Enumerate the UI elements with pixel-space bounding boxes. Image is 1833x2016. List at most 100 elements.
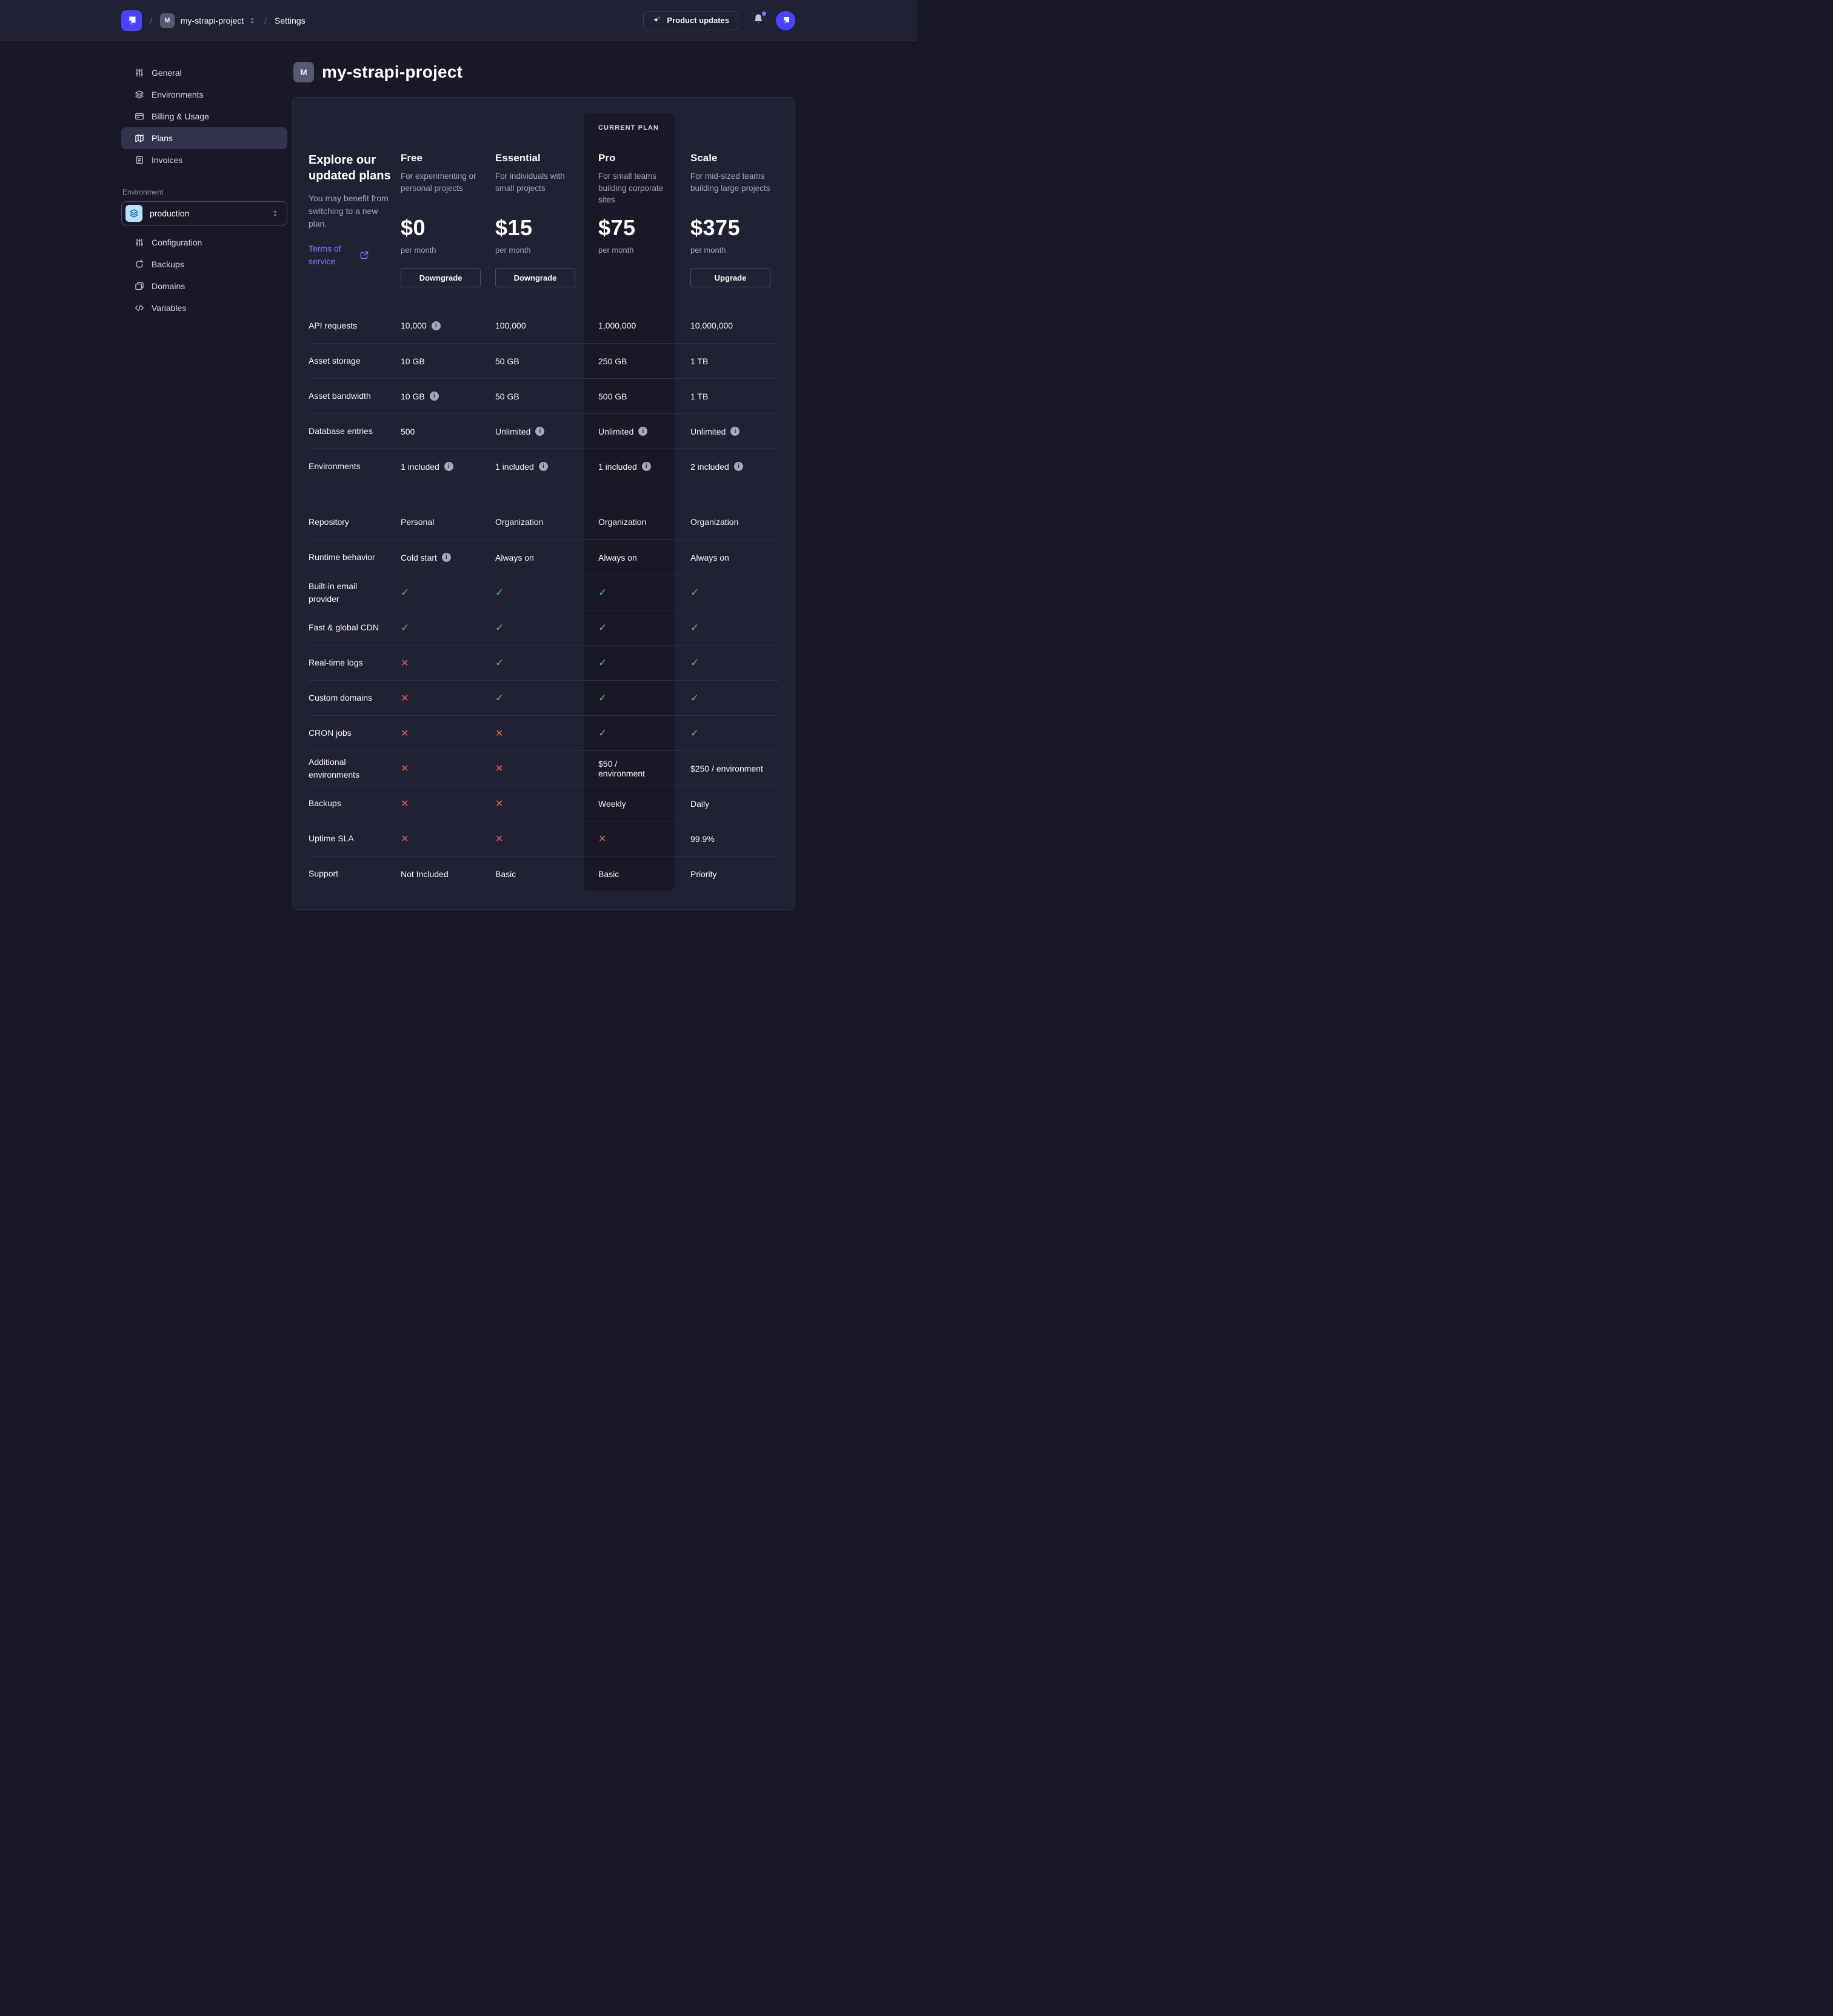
feature-value-database-entries-free: 500 bbox=[399, 413, 490, 449]
feature-value-text: 50 GB bbox=[495, 391, 519, 401]
feature-value-fast-global-cdn-free: ✓ bbox=[399, 610, 490, 645]
product-updates-button[interactable]: Product updates bbox=[643, 10, 738, 30]
terms-of-service-link[interactable]: Terms of service bbox=[309, 242, 391, 268]
feature-value-additional-environments-free: ✕ bbox=[399, 750, 490, 786]
feature-value-text: 1 included bbox=[401, 461, 439, 472]
feature-value-repository-pro: Organization bbox=[584, 504, 675, 539]
info-icon[interactable]: i bbox=[638, 427, 648, 436]
feature-label-real-time-logs: Real-time logs bbox=[309, 645, 399, 680]
plan-column-pro: CURRENT PLAN Pro For small teams building … bbox=[584, 113, 675, 308]
feature-value-backups-pro: Weekly bbox=[584, 786, 675, 821]
sidebar-item-plans[interactable]: Plans bbox=[121, 127, 287, 149]
feature-value-api-requests-pro: 1,000,000 bbox=[584, 308, 675, 343]
upgrade-scale-button[interactable]: Upgrade bbox=[690, 268, 770, 287]
plan-column-scale: Scale For mid-sized teams building large … bbox=[675, 113, 779, 308]
cross-icon: ✕ bbox=[495, 763, 504, 774]
feature-value-built-in-email-provider-free: ✓ bbox=[399, 575, 490, 610]
downgrade-free-button[interactable]: Downgrade bbox=[401, 268, 481, 287]
sidebar-item-backups[interactable]: Backups bbox=[121, 253, 287, 275]
feature-value-fast-global-cdn-pro: ✓ bbox=[584, 610, 675, 645]
feature-value-runtime-behavior-essential: Always on bbox=[490, 539, 584, 575]
feature-value-environments-free: 1 included i bbox=[399, 449, 490, 484]
feature-value-custom-domains-scale: ✓ bbox=[675, 680, 779, 715]
cross-icon: ✕ bbox=[401, 833, 409, 844]
strapi-logo[interactable] bbox=[121, 10, 142, 31]
environment-selector-chevrons-icon bbox=[271, 209, 279, 218]
feature-value-asset-storage-pro: 250 GB bbox=[584, 343, 675, 378]
feature-value-additional-environments-scale: $250 / environment bbox=[675, 750, 779, 786]
plan-description: For mid-sized teams building large proje… bbox=[690, 172, 770, 193]
feature-value-text: 50 GB bbox=[495, 356, 519, 366]
info-icon[interactable]: i bbox=[444, 462, 453, 471]
user-avatar[interactable] bbox=[776, 10, 795, 30]
feature-value-backups-free: ✕ bbox=[399, 786, 490, 821]
check-icon: ✓ bbox=[690, 621, 699, 633]
feature-value-text: 500 GB bbox=[598, 391, 627, 401]
info-icon[interactable]: i bbox=[431, 321, 441, 330]
feature-value-text: 100,000 bbox=[495, 321, 526, 330]
environment-value: production bbox=[150, 209, 190, 218]
check-icon: ✓ bbox=[598, 656, 607, 669]
sidebar-item-label: General bbox=[152, 68, 182, 78]
sidebar-item-invoices[interactable]: Invoices bbox=[121, 149, 287, 171]
info-icon[interactable]: i bbox=[641, 462, 651, 471]
info-icon[interactable]: i bbox=[441, 553, 451, 562]
environment-nav: Configuration Backups Domains Variables bbox=[121, 232, 287, 319]
info-icon[interactable]: i bbox=[538, 462, 548, 471]
environment-selector[interactable]: production bbox=[121, 201, 287, 225]
environment-chip bbox=[125, 205, 142, 222]
plan-period: per month bbox=[401, 245, 436, 255]
breadcrumb-separator-2: / bbox=[264, 15, 267, 25]
feature-value-runtime-behavior-scale: Always on bbox=[675, 539, 779, 575]
notifications-button[interactable] bbox=[753, 12, 766, 27]
feature-value-asset-bandwidth-pro: 500 GB bbox=[584, 378, 675, 413]
feature-value-uptime-sla-essential: ✕ bbox=[490, 821, 584, 856]
feature-value-fast-global-cdn-essential: ✓ bbox=[490, 610, 584, 645]
project-switcher-icon[interactable] bbox=[248, 16, 256, 25]
info-icon[interactable]: i bbox=[429, 392, 439, 401]
sidebar-item-configuration[interactable]: Configuration bbox=[121, 232, 287, 253]
feature-label-runtime-behavior: Runtime behavior bbox=[309, 539, 399, 575]
feature-value-backups-essential: ✕ bbox=[490, 786, 584, 821]
downgrade-essential-button[interactable]: Downgrade bbox=[495, 268, 575, 287]
feature-value-text: Always on bbox=[690, 552, 729, 562]
feature-label-uptime-sla: Uptime SLA bbox=[309, 821, 399, 856]
feature-label-api-requests: API requests bbox=[309, 320, 358, 330]
section-gap bbox=[309, 484, 399, 504]
feature-value-text: 10 GB bbox=[401, 356, 425, 366]
invoice-icon bbox=[135, 155, 144, 165]
environment-layers-icon bbox=[129, 209, 139, 218]
feature-value-repository-scale: Organization bbox=[675, 504, 779, 539]
feature-value-text: Basic bbox=[495, 869, 516, 879]
breadcrumb-project[interactable]: my-strapi-project bbox=[180, 15, 244, 25]
feature-value-additional-environments-pro: $50 / environment bbox=[584, 750, 675, 786]
sidebar-item-environments[interactable]: Environments bbox=[121, 84, 287, 105]
feature-value-asset-storage-free: 10 GB bbox=[399, 343, 490, 378]
sidebar-item-domains[interactable]: Domains bbox=[121, 275, 287, 297]
map-icon bbox=[135, 133, 144, 143]
plan-period: per month bbox=[690, 245, 726, 255]
plan-description: For experimenting or personal projects bbox=[401, 172, 476, 193]
external-link-icon bbox=[359, 250, 369, 260]
sidebar-item-variables[interactable]: Variables bbox=[121, 297, 287, 319]
info-icon[interactable]: i bbox=[730, 427, 740, 436]
sidebar-item-label: Domains bbox=[152, 281, 185, 291]
feature-value-additional-environments-essential: ✕ bbox=[490, 750, 584, 786]
feature-value-environments-essential: 1 included i bbox=[490, 449, 584, 484]
sidebar-item-billing-usage[interactable]: Billing & Usage bbox=[121, 105, 287, 127]
terms-of-service-label: Terms of service bbox=[309, 244, 341, 266]
info-icon[interactable]: i bbox=[733, 462, 743, 471]
feature-value-asset-bandwidth-scale: 1 TB bbox=[675, 378, 779, 413]
feature-value-real-time-logs-pro: ✓ bbox=[584, 645, 675, 680]
sidebar-item-general[interactable]: General bbox=[121, 62, 287, 84]
credit-card-icon bbox=[135, 112, 144, 121]
project-initial-badge: M bbox=[159, 13, 175, 28]
section-gap bbox=[584, 484, 675, 504]
folders-icon bbox=[135, 281, 144, 291]
feature-value-built-in-email-provider-scale: ✓ bbox=[675, 575, 779, 610]
feature-value-api-requests-essential: 100,000 bbox=[490, 308, 584, 343]
sidebar-item-label: Invoices bbox=[152, 155, 183, 165]
feature-value-text: $250 / environment bbox=[690, 763, 763, 773]
feature-value-asset-bandwidth-free: 10 GB i bbox=[399, 378, 490, 413]
info-icon[interactable]: i bbox=[535, 427, 545, 436]
